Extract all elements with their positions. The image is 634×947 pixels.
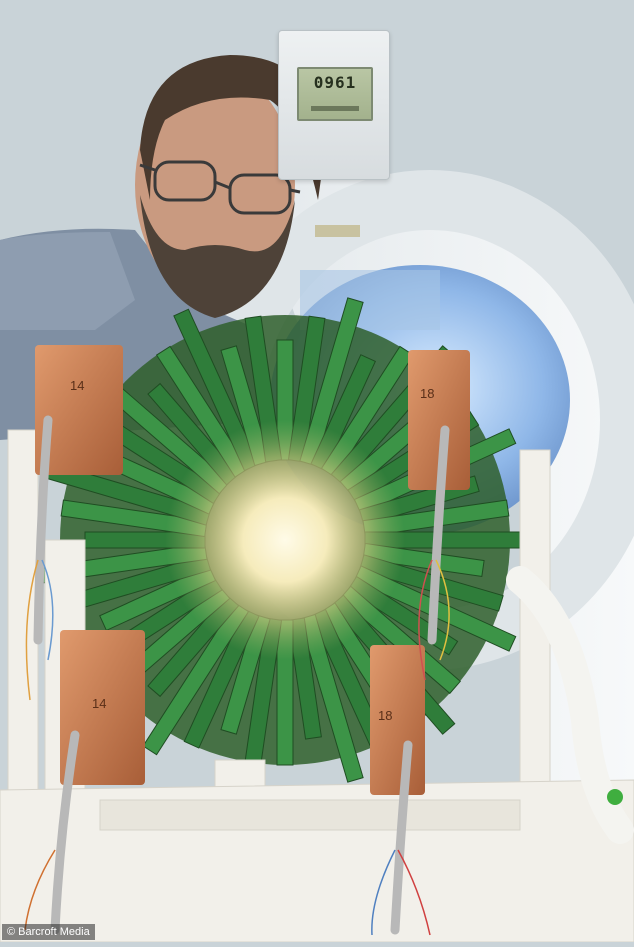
copper-block-top-right	[408, 350, 470, 490]
block-label-1: 14	[70, 378, 84, 393]
copper-block-top-left	[35, 345, 123, 475]
white-pipe	[506, 566, 634, 844]
center-glow	[165, 420, 405, 660]
block-label-2: 18	[420, 386, 434, 401]
lcd-value: 0961	[313, 73, 357, 92]
scanner-label	[315, 225, 360, 237]
lcd-bar	[311, 106, 359, 111]
scanner-display-panel: 0961	[278, 30, 390, 180]
photo-credit: © Barcroft Media	[2, 924, 95, 940]
block-label-3: 14	[92, 696, 106, 711]
copper-blocks: 14 18 14 18	[35, 345, 470, 795]
glasses	[139, 160, 301, 215]
beard	[140, 195, 295, 318]
colored-wires	[24, 559, 450, 936]
block-label-4: 18	[378, 708, 392, 723]
copper-block-bottom-left	[60, 630, 145, 785]
lcd-readout: 0961	[297, 67, 373, 121]
braided-cables	[33, 415, 450, 935]
